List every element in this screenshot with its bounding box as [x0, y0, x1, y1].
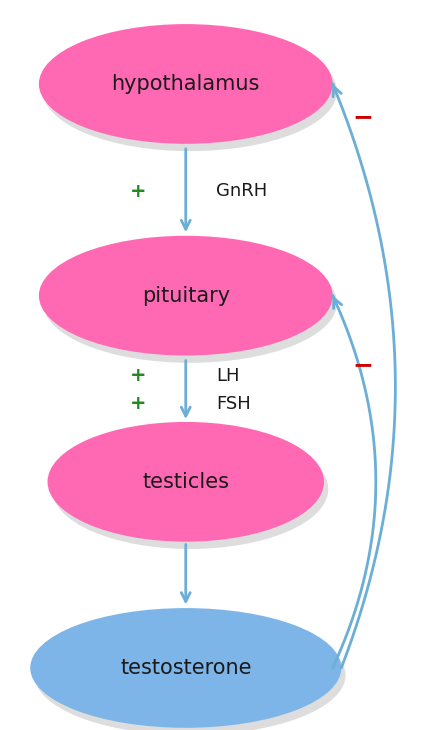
- Ellipse shape: [39, 236, 333, 356]
- Ellipse shape: [52, 429, 328, 549]
- Text: −: −: [353, 105, 373, 128]
- Ellipse shape: [43, 243, 337, 363]
- Text: LH: LH: [216, 367, 239, 385]
- Text: FSH: FSH: [216, 395, 251, 412]
- Text: testosterone: testosterone: [120, 658, 251, 678]
- Text: pituitary: pituitary: [142, 285, 230, 306]
- Text: GnRH: GnRH: [216, 182, 267, 200]
- Text: hypothalamus: hypothalamus: [111, 74, 260, 94]
- Ellipse shape: [43, 31, 337, 151]
- Ellipse shape: [39, 24, 333, 144]
- Text: +: +: [130, 366, 146, 385]
- Ellipse shape: [30, 608, 341, 728]
- Ellipse shape: [35, 615, 346, 730]
- Text: +: +: [130, 182, 146, 201]
- Text: testicles: testicles: [142, 472, 229, 492]
- Text: −: −: [353, 353, 373, 377]
- Text: +: +: [130, 394, 146, 413]
- Ellipse shape: [48, 422, 324, 542]
